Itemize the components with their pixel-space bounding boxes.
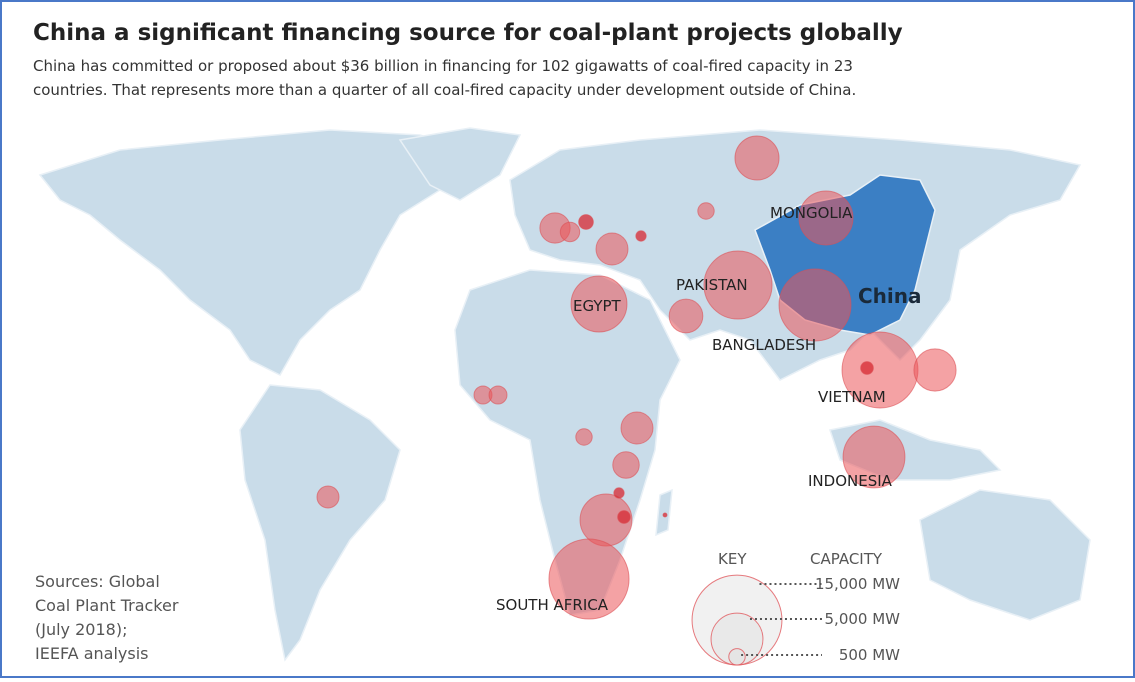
country-labels: MONGOLIA PAKISTAN EGYPT BANGLADESH VIETNAM IN… [496,204,893,614]
source-line: IEEFA analysis [35,644,148,663]
key-label: 500 MW [839,646,900,664]
capacity-bubble [612,451,640,479]
source-line: Sources: Global [35,572,160,591]
north-america [38,129,472,376]
title: China a significant financing source for… [33,20,903,46]
china-label: China [858,284,922,308]
capacity-bubble [570,275,628,333]
capacity-bubble [697,202,715,220]
key-header: CAPACITY [810,550,883,568]
key-title: KEY [718,550,747,568]
capacity-bubble [559,221,581,243]
capacity-bubble [798,190,854,246]
bubbles [316,135,957,620]
land [38,127,1091,662]
subtitle: countries. That represents more than a q… [33,81,856,99]
capacity-bubble [575,428,593,446]
country-label: INDONESIA [808,472,893,490]
key: KEY CAPACITY 15,000 MW 5,000 MW 500 MW [691,550,901,666]
capacity-bubble [913,348,957,392]
capacity-bubble [860,361,874,375]
capacity-bubble [488,385,508,405]
country-label: SOUTH AFRICA [496,596,609,614]
capacity-bubble [703,250,773,320]
country-label: MONGOLIA [770,204,853,222]
capacity-bubble [778,268,852,342]
key-label: 15,000 MW [815,575,900,593]
capacity-bubble [662,512,668,518]
capacity-bubble [578,214,594,230]
country-label: PAKISTAN [676,276,748,294]
source-line: (July 2018); [35,620,127,639]
sources: Sources: Global Coal Plant Tracker (July 2… [35,572,179,663]
capacity-bubble [617,510,631,524]
country-label: EGYPT [573,297,622,315]
key-circle [728,648,746,666]
capacity-bubble [548,538,630,620]
key-label: 5,000 MW [825,610,901,628]
capacity-bubble [668,298,704,334]
capacity-bubble [595,232,629,266]
capacity-bubble [613,487,625,499]
south-america [239,384,401,662]
subtitle: China has committed or proposed about $3… [33,57,853,75]
source-line: Coal Plant Tracker [35,596,179,615]
capacity-bubble [635,230,647,242]
madagascar [655,488,673,537]
australia [919,489,1091,621]
country-label: VIETNAM [818,388,886,406]
capacity-bubble [620,411,654,445]
greenland [398,127,522,201]
capacity-bubble [316,485,340,509]
country-label: BANGLADESH [712,336,816,354]
capacity-bubble [734,135,780,181]
capacity-bubble [842,425,906,489]
